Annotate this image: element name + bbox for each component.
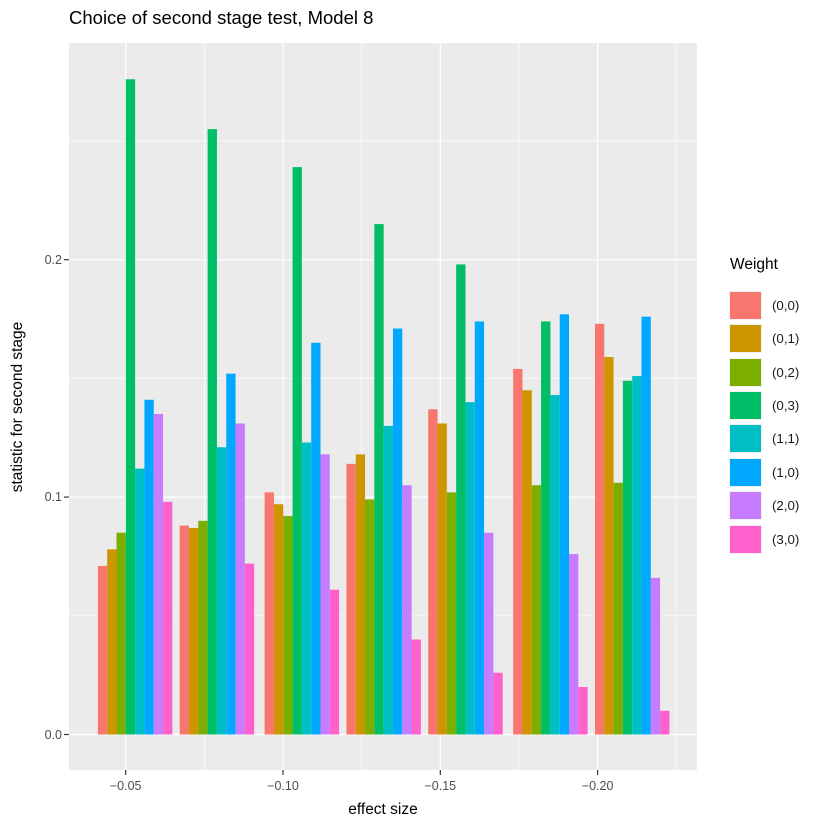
x-tick-label: −0.15 [424,779,457,793]
x-tick-label: −0.20 [581,779,614,793]
bar-(0,1)-group-3 [355,454,366,735]
bar-(3,0)-group-6 [660,710,670,735]
bar-(0,3)-group-2 [292,167,302,735]
bar-(0,1)-group-4 [437,423,447,735]
bar-(1,0)-group-2 [311,342,321,735]
y-axis-title: statistic for second stage [9,321,26,493]
bar-(0,2)-group-5 [531,485,542,735]
y-tick-label: 0.1 [44,490,62,505]
bar-(2,0)-group-6 [650,577,661,735]
legend-label-(0,2): (0,2) [772,364,800,380]
bar-(1,1)-group-1 [216,447,227,735]
legend-label-(0,1): (0,1) [772,331,800,347]
bar-(1,1)-group-6 [632,376,642,735]
bar-(1,0)-group-6 [641,316,651,735]
bar-(0,0)-group-6 [594,323,605,735]
bar-(0,3)-group-6 [622,380,633,735]
bar-(0,3)-group-3 [374,224,384,735]
bar-(0,1)-group-2 [273,504,284,735]
bar-(0,2)-group-6 [613,482,623,735]
bar-(0,1)-group-6 [604,357,614,735]
bar-(1,0)-group-4 [474,321,485,735]
legend-label-(0,0): (0,0) [772,297,800,313]
legend-label-(0,3): (0,3) [772,397,800,413]
y-tick-label: 0.0 [44,727,62,742]
bar-(0,1)-group-5 [522,390,532,735]
bar-(3,0)-group-0 [163,501,173,735]
legend-title: Weight [730,256,778,273]
bar-(1,1)-group-3 [383,425,393,735]
chart-title: Choice of second stage test, Model 8 [69,7,374,28]
legend-label-(2,0): (2,0) [772,498,800,514]
bar-(2,0)-group-2 [320,454,330,735]
bar-(1,1)-group-5 [550,395,560,735]
legend-key-(0,2) [729,357,762,387]
bar-(0,2)-group-1 [198,520,208,735]
bar-(0,1)-group-0 [107,549,117,735]
bar-(0,2)-group-0 [116,532,126,735]
bar-(2,0)-group-0 [153,414,164,735]
bar-(0,0)-group-4 [428,409,438,735]
bar-(2,0)-group-3 [402,485,412,735]
legend-key-(1,0) [729,457,762,487]
bar-(2,0)-group-5 [569,554,579,735]
bar-(0,2)-group-4 [446,492,457,735]
legend-label-(1,1): (1,1) [772,431,800,447]
bar-(1,0)-group-3 [392,328,403,735]
legend-key-(0,0) [729,290,762,320]
bar-(1,1)-group-2 [301,442,312,735]
bar-(1,1)-group-0 [135,468,145,735]
y-tick-label: 0.2 [44,252,62,267]
bar-(0,3)-group-5 [541,321,551,735]
legend-label-(3,0): (3,0) [772,531,800,547]
legend-key-(3,0) [729,524,762,554]
bar-(1,0)-group-0 [144,399,154,735]
bar-(3,0)-group-4 [493,672,503,735]
bar-(0,2)-group-3 [365,499,375,735]
bar-(0,0)-group-2 [264,492,274,735]
legend-key-(0,3) [729,390,762,420]
bar-(0,0)-group-3 [346,463,356,735]
x-axis-title: effect size [348,801,418,818]
x-tick-label: −0.10 [267,779,299,793]
bar-(1,0)-group-5 [559,314,570,735]
bar-(3,0)-group-2 [329,589,340,735]
bar-(0,3)-group-4 [456,264,466,735]
legend-key-(1,1) [729,424,762,454]
bar-(3,0)-group-1 [244,563,255,735]
legend-key-(0,1) [729,324,762,354]
bar-(2,0)-group-4 [484,532,494,735]
bar-(0,3)-group-1 [207,129,217,735]
bar-(0,0)-group-0 [97,565,108,735]
bar-(2,0)-group-1 [235,423,245,735]
bar-(0,0)-group-1 [179,525,189,735]
bar-(1,0)-group-1 [226,373,236,735]
bar-(1,1)-group-4 [465,402,475,735]
bar-(0,0)-group-5 [513,368,523,735]
bar-(0,3)-group-0 [125,79,136,735]
bar-(3,0)-group-5 [578,687,588,735]
bar-(0,1)-group-1 [188,527,199,735]
bar-(0,2)-group-2 [283,516,293,735]
legend-label-(1,0): (1,0) [772,464,800,480]
x-tick-label: −0.05 [109,779,142,793]
bar-(3,0)-group-3 [411,639,421,735]
legend-key-(2,0) [729,491,762,521]
